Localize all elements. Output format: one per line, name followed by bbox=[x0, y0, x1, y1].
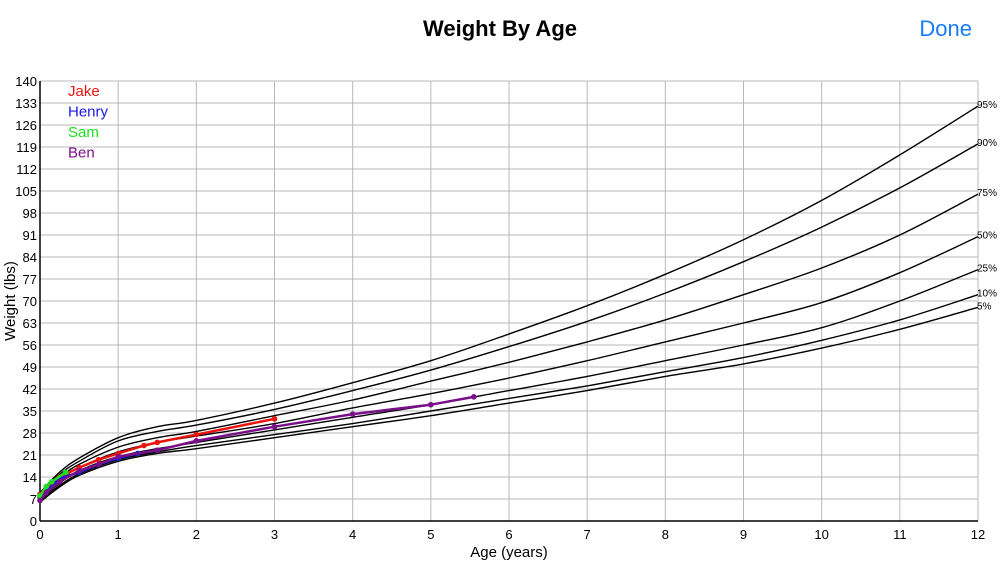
x-tick-label: 10 bbox=[814, 527, 828, 542]
done-button[interactable]: Done bbox=[919, 16, 972, 41]
y-tick-label: 28 bbox=[23, 426, 37, 441]
y-tick-label: 63 bbox=[23, 316, 37, 331]
y-tick-label: 35 bbox=[23, 404, 37, 419]
y-axis-label: Weight (lbs) bbox=[2, 261, 19, 341]
series-line bbox=[38, 471, 67, 497]
series-point bbox=[62, 469, 69, 476]
legend-entry: Jake bbox=[68, 83, 100, 100]
percentile-label: 10% bbox=[977, 289, 997, 300]
series-point bbox=[95, 461, 102, 468]
legend-entry: Henry bbox=[68, 104, 109, 121]
series-point bbox=[471, 394, 477, 400]
y-tick-label: 7 bbox=[30, 492, 37, 507]
y-tick-label: 105 bbox=[15, 184, 37, 199]
percentile-label: 5% bbox=[977, 301, 992, 312]
series-line bbox=[39, 417, 275, 496]
y-tick-label: 14 bbox=[23, 470, 37, 485]
series-line bbox=[39, 395, 475, 502]
x-tick-label: 12 bbox=[971, 527, 985, 542]
series-point bbox=[428, 401, 434, 408]
series-point bbox=[76, 467, 82, 474]
x-tick-label: 4 bbox=[349, 527, 356, 542]
y-tick-label: 133 bbox=[15, 96, 37, 111]
series-point bbox=[43, 483, 50, 490]
percentile-label: 50% bbox=[977, 231, 997, 242]
x-axis-label: Age (years) bbox=[470, 544, 548, 561]
percentile-curve bbox=[39, 143, 979, 495]
percentile-curve bbox=[39, 193, 979, 497]
series-point bbox=[271, 423, 278, 430]
series-point bbox=[349, 411, 356, 417]
legend-entry: Sam bbox=[68, 124, 99, 141]
y-tick-label: 49 bbox=[23, 360, 37, 375]
y-tick-label: 42 bbox=[23, 382, 37, 397]
percentile-curve bbox=[39, 306, 979, 503]
child-series bbox=[37, 394, 477, 504]
y-tick-label: 140 bbox=[15, 74, 37, 89]
y-tick-label: 91 bbox=[23, 228, 37, 243]
legend-entry: Ben bbox=[68, 145, 95, 162]
percentile-curve bbox=[39, 105, 979, 494]
legend: Jake Henry Sam Ben bbox=[68, 83, 109, 162]
y-tick-label: 98 bbox=[23, 206, 37, 221]
series-point bbox=[48, 478, 55, 485]
navigation-bar: Weight By Age Done bbox=[0, 0, 1000, 62]
y-tick-labels: 0 7 14 21 28 35 42 49 56 63 70 77 84 91 98 105 112 119 126… bbox=[15, 74, 37, 529]
x-tick-label: 5 bbox=[427, 527, 434, 542]
series-point bbox=[154, 447, 161, 454]
x-tick-label: 11 bbox=[893, 527, 907, 542]
y-tick-label: 0 bbox=[30, 514, 37, 529]
percentile-curve bbox=[39, 294, 979, 502]
series-point bbox=[154, 439, 161, 446]
x-tick-label: 0 bbox=[36, 527, 43, 542]
x-tick-label: 8 bbox=[662, 527, 669, 542]
y-tick-label: 126 bbox=[15, 118, 37, 133]
series-point bbox=[271, 416, 278, 422]
series-point bbox=[56, 478, 63, 485]
y-tick-label: 56 bbox=[23, 338, 37, 353]
series-point bbox=[95, 456, 102, 463]
x-tick-label: 3 bbox=[271, 527, 278, 542]
series-point bbox=[193, 431, 200, 438]
x-tick-label: 1 bbox=[115, 527, 122, 542]
x-tick-label: 7 bbox=[584, 527, 591, 542]
page-title: Weight By Age bbox=[422, 16, 577, 41]
percentile-label: 25% bbox=[977, 264, 997, 275]
series-point bbox=[37, 497, 43, 504]
percentile-label: 95% bbox=[977, 100, 997, 111]
series-point bbox=[193, 438, 200, 444]
grid-lines bbox=[39, 80, 979, 522]
x-tick-label: 2 bbox=[193, 527, 200, 542]
percentile-label: 75% bbox=[977, 188, 997, 199]
series-point bbox=[141, 442, 147, 449]
y-tick-label: 77 bbox=[23, 272, 37, 287]
y-tick-label: 119 bbox=[16, 140, 37, 155]
y-tick-label: 21 bbox=[23, 448, 37, 463]
series-point bbox=[43, 489, 50, 496]
y-tick-label: 84 bbox=[23, 250, 37, 265]
axes bbox=[39, 81, 978, 522]
y-tick-label: 70 bbox=[23, 294, 37, 309]
series-point bbox=[115, 453, 121, 460]
weight-by-age-chart: 0714212835424956637077849198105112119126… bbox=[2, 74, 997, 561]
percentile-label: 90% bbox=[977, 138, 997, 149]
y-tick-label: 112 bbox=[16, 162, 37, 177]
x-tick-label: 9 bbox=[740, 527, 747, 542]
x-tick-labels: 0 1 2 3 4 5 6 7 8 9 10 11 12 bbox=[36, 527, 985, 542]
x-tick-label: 6 bbox=[505, 527, 512, 542]
